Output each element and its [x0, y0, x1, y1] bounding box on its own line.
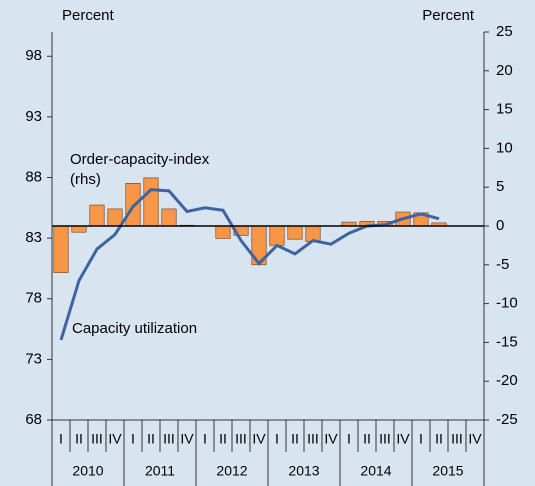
x-tick-label: II: [435, 431, 443, 447]
y-tick-label: 88: [25, 168, 42, 185]
x-tick-label: II: [363, 431, 371, 447]
y2-tick-label: 15: [496, 101, 513, 118]
x-tick-label: III: [91, 431, 103, 447]
bar: [161, 208, 177, 227]
y-axis-label: Percent: [62, 7, 115, 24]
bar: [107, 208, 123, 227]
bar: [89, 204, 105, 227]
series-label: (rhs): [70, 171, 101, 188]
series-label: Capacity utilization: [72, 320, 197, 337]
bar: [269, 225, 285, 246]
x-tick-label: II: [291, 431, 299, 447]
y2-tick-label: 10: [496, 139, 513, 156]
y2-axis-label: Percent: [422, 7, 475, 24]
x-tick-label: I: [419, 431, 423, 447]
x-tick-label: III: [451, 431, 463, 447]
bar: [71, 225, 87, 233]
y-tick-label: 83: [25, 229, 42, 246]
x-tick-label: I: [131, 431, 135, 447]
year-label: 2012: [216, 463, 247, 479]
y2-tick-label: -15: [496, 333, 518, 350]
year-label: 2010: [72, 463, 103, 479]
x-tick-label: I: [275, 431, 279, 447]
bar: [287, 225, 303, 240]
y2-tick-label: -20: [496, 372, 518, 389]
year-label: 2015: [432, 463, 463, 479]
x-tick-label: IV: [324, 431, 338, 447]
x-tick-label: IV: [252, 431, 266, 447]
series-label: Order-capacity-index: [70, 151, 210, 168]
y-tick-label: 68: [25, 411, 42, 428]
x-tick-label: IV: [180, 431, 194, 447]
y2-tick-label: -5: [496, 256, 509, 273]
x-tick-label: III: [379, 431, 391, 447]
x-tick-label: II: [75, 431, 83, 447]
y-tick-label: 98: [25, 47, 42, 64]
x-tick-label: III: [235, 431, 247, 447]
x-tick-label: II: [147, 431, 155, 447]
bar: [143, 177, 159, 227]
year-label: 2011: [145, 463, 175, 479]
y-tick-label: 93: [25, 108, 42, 125]
bar: [215, 225, 231, 239]
x-tick-label: III: [307, 431, 319, 447]
x-tick-label: II: [219, 431, 227, 447]
y2-tick-label: 0: [496, 217, 504, 234]
y-tick-label: 73: [25, 350, 42, 367]
year-label: 2013: [288, 463, 319, 479]
y2-tick-label: -10: [496, 295, 518, 312]
x-tick-label: I: [203, 431, 207, 447]
y2-tick-label: 20: [496, 62, 513, 79]
x-tick-label: I: [59, 431, 63, 447]
x-tick-label: I: [347, 431, 351, 447]
x-tick-label: III: [163, 431, 175, 447]
y-tick-label: 78: [25, 290, 42, 307]
x-tick-label: IV: [108, 431, 122, 447]
y2-tick-label: -25: [496, 411, 518, 428]
bar: [53, 225, 69, 273]
x-tick-label: IV: [396, 431, 410, 447]
year-label: 2014: [360, 463, 391, 479]
x-tick-label: IV: [468, 431, 482, 447]
y2-tick-label: 25: [496, 23, 513, 40]
y2-tick-label: 5: [496, 178, 504, 195]
